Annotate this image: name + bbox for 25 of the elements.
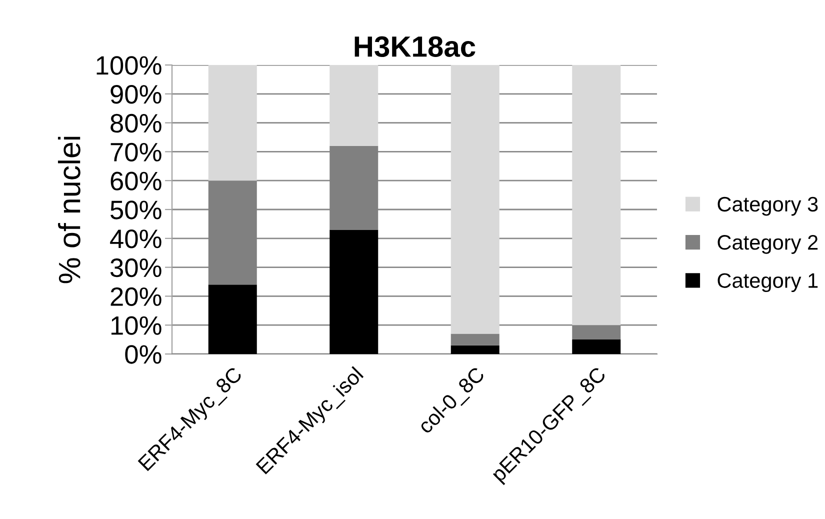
bar xyxy=(208,65,257,181)
y-tick-label: 70% xyxy=(110,142,162,162)
y-tick-label: 10% xyxy=(111,316,162,335)
y-tick-label: 80% xyxy=(110,114,162,133)
legend-label: Category 2 xyxy=(718,235,818,254)
y-tick-label: 90% xyxy=(110,85,162,104)
bar xyxy=(330,230,378,354)
y-tick-label: 0% xyxy=(125,345,162,364)
y-tick-label: 60% xyxy=(110,172,162,190)
bar xyxy=(572,65,621,326)
legend-label: Category 1 xyxy=(718,273,818,292)
bar xyxy=(450,345,500,354)
bar xyxy=(450,334,500,346)
y-axis-title: % of nuclei xyxy=(58,136,80,284)
y-tick-label: 40% xyxy=(110,230,162,248)
bar xyxy=(330,65,378,146)
legend-label: Category 3 xyxy=(718,196,818,216)
y-tick-label: 50% xyxy=(110,200,162,220)
bar xyxy=(450,65,500,334)
bar xyxy=(208,284,257,354)
chart-title: H3K18ac xyxy=(354,36,476,57)
bar xyxy=(572,340,621,354)
y-tick-label: 100% xyxy=(96,56,162,75)
y-tick-label: 20% xyxy=(110,287,162,306)
y-tick-label: 30% xyxy=(110,258,162,278)
